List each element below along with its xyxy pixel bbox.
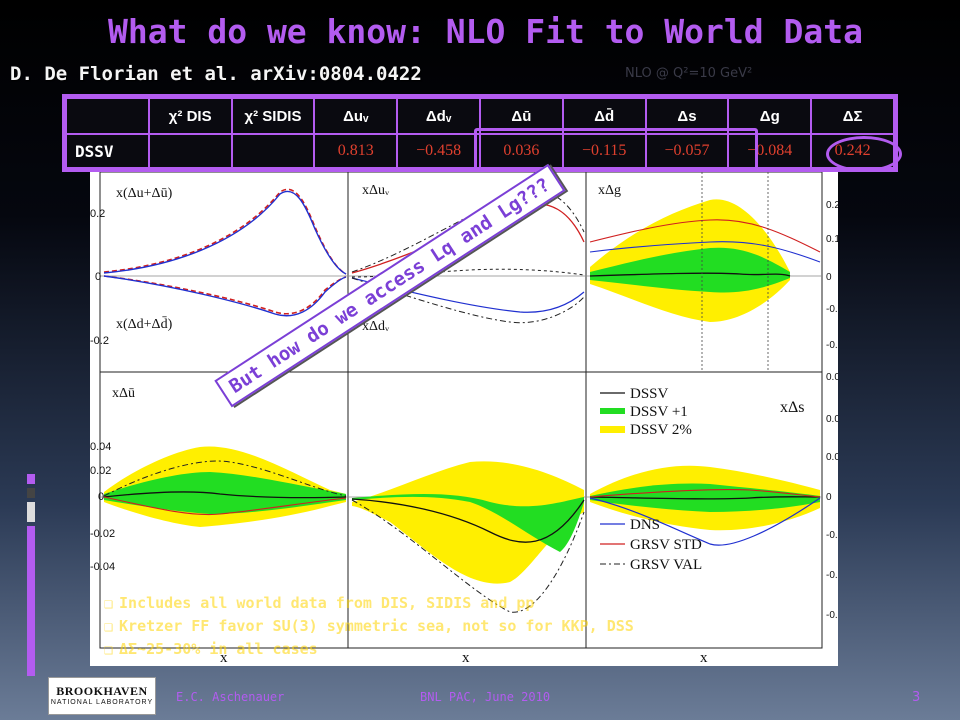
header-cell: χ² DIS xyxy=(147,97,233,135)
pdf-figure: x(Δu+Δū) x(Δd+Δd̄) 0.2 0 -0.2 xΔuᵥ xΔdᵥ … xyxy=(90,172,838,666)
header-cell: Δuᵥ xyxy=(313,97,399,135)
value-cell: −0.115 xyxy=(561,133,647,169)
page-number: 3 xyxy=(912,690,921,705)
value-cell: −0.458 xyxy=(396,133,481,169)
pdf-panels-svg: x(Δu+Δū) x(Δd+Δd̄) 0.2 0 -0.2 xΔuᵥ xΔdᵥ … xyxy=(90,172,838,666)
y-tick: -0.2 xyxy=(826,340,838,351)
panel-label: xΔg xyxy=(598,183,621,198)
y-tick: 0.06 xyxy=(826,372,838,383)
decorative-sidebar-marks xyxy=(27,474,35,676)
y-tick: -0.06 xyxy=(826,610,838,621)
x-axis-label: x xyxy=(700,650,708,666)
header-cell: χ² SIDIS xyxy=(230,97,316,135)
legend-entry: GRSV VAL xyxy=(630,557,702,573)
legend-entry: GRSV STD xyxy=(630,537,702,553)
y-tick: -0.04 xyxy=(826,570,838,581)
reference-subtitle: D. De Florian et al. arXiv:0804.0422 xyxy=(10,63,422,85)
y-tick: -0.1 xyxy=(826,304,838,315)
legend-entry: DSSV 2% xyxy=(630,422,692,438)
logo-subtext: NATIONAL LABORATORY xyxy=(50,699,154,706)
panel-label: xΔuᵥ xyxy=(362,183,390,198)
sea-highlight-box xyxy=(474,128,758,177)
panel-label: x(Δu+Δū) xyxy=(116,186,173,201)
y-tick: -0.04 xyxy=(90,561,115,573)
footer-event: BNL PAC, June 2010 xyxy=(420,690,551,704)
footer-author: E.C. Aschenauer xyxy=(176,690,285,704)
panel-label: xΔs xyxy=(780,399,805,416)
y-tick: 0.2 xyxy=(90,208,105,220)
delta-sigma-highlight-oval xyxy=(826,136,902,172)
y-tick: -0.02 xyxy=(90,528,115,540)
bullet-list: ❑ Includes all world data from DIS, SIDIS… xyxy=(104,594,864,663)
bullet-text: Kretzer FF favor SU(3) symmetric sea, no… xyxy=(119,617,634,635)
header-cell: ΔΣ xyxy=(810,97,895,135)
y-tick: 0.04 xyxy=(826,414,838,425)
y-tick: 0.2 xyxy=(826,200,838,211)
slide-title: What do we know: NLO Fit to World Data xyxy=(108,12,863,51)
logo-text: BROOKHAVEN xyxy=(56,684,148,698)
header-cell xyxy=(65,97,150,135)
nlo-note: NLO @ Q²=10 GeV² xyxy=(625,66,753,81)
value-cell: 0.813 xyxy=(313,133,399,169)
x-axis-label: x xyxy=(220,650,228,666)
bullet-item: ❑ ΔΣ~25-30% in all cases xyxy=(104,640,864,663)
bullet-item: ❑ Kretzer FF favor SU(3) symmetric sea, n… xyxy=(104,617,864,640)
value-cell: −0.084 xyxy=(727,133,813,169)
legend-entry: DSSV +1 xyxy=(630,404,688,420)
panel-frame xyxy=(585,371,823,649)
bullet-marker-icon: ❑ xyxy=(104,617,114,635)
y-tick: -0.02 xyxy=(826,530,838,541)
legend-entry: DNS xyxy=(630,517,660,533)
panel-label: x(Δd+Δd̄) xyxy=(116,316,173,332)
bullet-marker-icon: ❑ xyxy=(104,640,114,658)
header-cell: Δdᵥ xyxy=(396,97,481,135)
panel-label: xΔdᵥ xyxy=(362,319,390,334)
row-label: DSSV xyxy=(65,133,150,169)
value-cell: −0.057 xyxy=(644,133,730,169)
y-tick: 0.02 xyxy=(90,465,111,477)
y-tick: 0 xyxy=(98,491,104,503)
y-tick: 0.1 xyxy=(826,234,838,245)
legend-entry: DSSV xyxy=(630,386,669,402)
value-cell: 0.036 xyxy=(478,133,564,169)
bullet-text: ΔΣ~25-30% in all cases xyxy=(119,640,318,658)
y-tick: -0.2 xyxy=(90,335,109,347)
brookhaven-logo: BROOKHAVEN NATIONAL LABORATORY xyxy=(48,677,156,715)
value-cell xyxy=(230,133,316,169)
bullet-text: Includes all world data from DIS, SIDIS … xyxy=(119,594,535,612)
y-tick: 0 xyxy=(95,271,101,283)
y-tick: 0.02 xyxy=(826,452,838,463)
y-tick: 0 xyxy=(826,492,832,503)
y-tick: 0.04 xyxy=(90,441,111,453)
panel-label: xΔū xyxy=(112,386,135,401)
value-cell xyxy=(147,133,233,169)
x-axis-label: x xyxy=(462,650,470,666)
y-tick: 0 xyxy=(826,272,832,283)
bullet-item: ❑ Includes all world data from DIS, SIDIS… xyxy=(104,594,864,617)
bullet-marker-icon: ❑ xyxy=(104,594,114,612)
